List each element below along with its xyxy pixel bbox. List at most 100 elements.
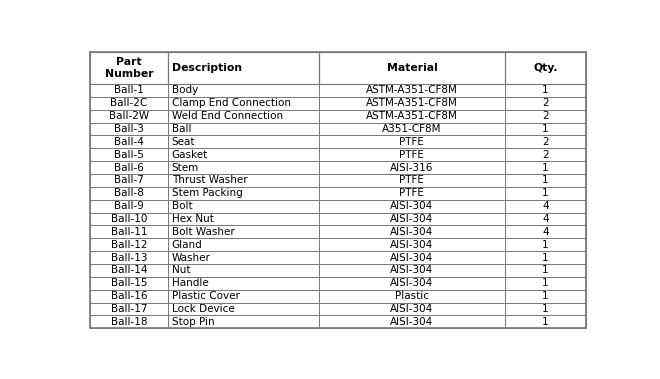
Text: Ball-13: Ball-13 (111, 252, 147, 263)
Bar (90, 226, 168, 238)
Bar (90, 148, 168, 161)
Text: 1: 1 (543, 317, 549, 327)
Text: 1: 1 (543, 85, 549, 96)
Bar (505, 213, 586, 226)
Bar (505, 200, 586, 213)
Text: AISI-304: AISI-304 (390, 214, 434, 224)
Text: Plastic Cover: Plastic Cover (172, 291, 240, 301)
Text: 1: 1 (543, 265, 549, 276)
Bar (319, 251, 505, 264)
Bar (90, 200, 168, 213)
Text: Description: Description (172, 63, 242, 73)
Text: Stop Pin: Stop Pin (172, 317, 214, 327)
Text: Ball-9: Ball-9 (114, 201, 144, 211)
Text: 1: 1 (543, 188, 549, 198)
Text: PTFE: PTFE (399, 188, 424, 198)
Text: 1: 1 (543, 175, 549, 185)
Bar (90, 84, 168, 97)
Text: AISI-304: AISI-304 (390, 317, 434, 327)
Text: Ball-1: Ball-1 (114, 85, 144, 96)
Bar (505, 161, 586, 174)
Bar (319, 122, 505, 135)
Bar (168, 122, 319, 135)
Bar (168, 200, 319, 213)
Text: Ball-14: Ball-14 (111, 265, 147, 276)
Bar (319, 84, 505, 97)
Text: Body: Body (172, 85, 198, 96)
Text: ASTM-A351-CF8M: ASTM-A351-CF8M (366, 85, 458, 96)
Bar (505, 52, 586, 84)
Bar (319, 290, 505, 302)
Bar (505, 122, 586, 135)
Bar (319, 277, 505, 290)
Text: Weld End Connection: Weld End Connection (172, 111, 282, 121)
Text: AISI-304: AISI-304 (390, 240, 434, 250)
Text: 4: 4 (543, 227, 549, 237)
Bar (90, 97, 168, 110)
Bar (168, 290, 319, 302)
Bar (90, 122, 168, 135)
Bar (319, 302, 505, 315)
Text: PTFE: PTFE (399, 150, 424, 160)
Bar (319, 161, 505, 174)
Bar (319, 238, 505, 251)
Text: AISI-304: AISI-304 (390, 304, 434, 314)
Text: AISI-304: AISI-304 (390, 227, 434, 237)
Bar (319, 187, 505, 200)
Text: 1: 1 (543, 278, 549, 288)
Text: Thrust Washer: Thrust Washer (172, 175, 248, 185)
Text: Qty.: Qty. (533, 63, 558, 73)
Text: Bolt: Bolt (172, 201, 192, 211)
Bar (319, 200, 505, 213)
Text: Clamp End Connection: Clamp End Connection (172, 98, 290, 108)
Text: Ball-12: Ball-12 (111, 240, 147, 250)
Bar (505, 148, 586, 161)
Bar (168, 315, 319, 328)
Text: Ball-3: Ball-3 (114, 124, 144, 134)
Text: AISI-304: AISI-304 (390, 278, 434, 288)
Text: 1: 1 (543, 291, 549, 301)
Bar (168, 187, 319, 200)
Bar (90, 302, 168, 315)
Text: 2: 2 (543, 137, 549, 147)
Bar (168, 226, 319, 238)
Bar (168, 97, 319, 110)
Text: Part
Number: Part Number (105, 57, 153, 78)
Text: 1: 1 (543, 124, 549, 134)
Bar (90, 187, 168, 200)
Text: Ball: Ball (172, 124, 191, 134)
Bar (90, 251, 168, 264)
Text: Ball-8: Ball-8 (114, 188, 144, 198)
Bar (505, 277, 586, 290)
Text: ASTM-A351-CF8M: ASTM-A351-CF8M (366, 98, 458, 108)
Bar (505, 135, 586, 148)
Bar (168, 52, 319, 84)
Bar (319, 226, 505, 238)
Text: Handle: Handle (172, 278, 209, 288)
Bar (505, 110, 586, 122)
Bar (168, 213, 319, 226)
Bar (168, 84, 319, 97)
Bar (90, 290, 168, 302)
Text: Ball-10: Ball-10 (111, 214, 147, 224)
Text: Ball-11: Ball-11 (111, 227, 147, 237)
Text: Ball-15: Ball-15 (111, 278, 147, 288)
Bar (319, 213, 505, 226)
Bar (505, 302, 586, 315)
Bar (319, 264, 505, 277)
Bar (505, 226, 586, 238)
Bar (505, 187, 586, 200)
Text: AISI-304: AISI-304 (390, 265, 434, 276)
Bar (505, 84, 586, 97)
Bar (505, 251, 586, 264)
Bar (90, 135, 168, 148)
Bar (90, 277, 168, 290)
Text: Plastic: Plastic (395, 291, 429, 301)
Bar (168, 148, 319, 161)
Bar (90, 174, 168, 187)
Text: Stem: Stem (172, 163, 199, 172)
Text: Hex Nut: Hex Nut (172, 214, 213, 224)
Text: 2: 2 (543, 98, 549, 108)
Bar (168, 174, 319, 187)
Bar (168, 302, 319, 315)
